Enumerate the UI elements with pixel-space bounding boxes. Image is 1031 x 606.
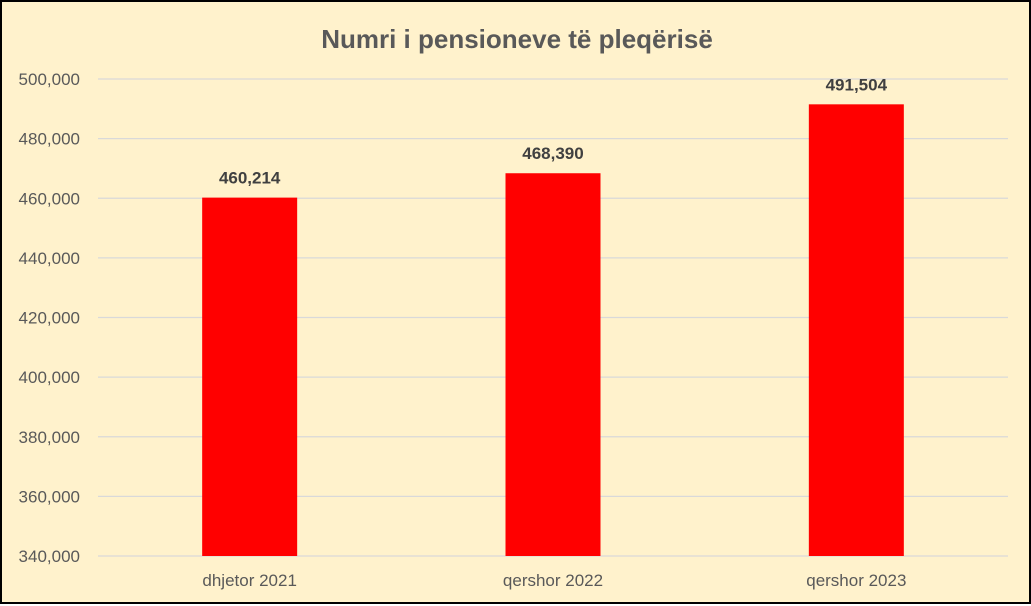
category-label: qershor 2023 bbox=[806, 571, 906, 590]
y-tick-label: 480,000 bbox=[19, 130, 80, 149]
data-label: 491,504 bbox=[826, 75, 888, 94]
data-labels: 460,214 468,390 491,504 bbox=[219, 75, 888, 187]
category-label: dhjetor 2021 bbox=[202, 571, 297, 590]
y-tick-label: 420,000 bbox=[19, 309, 80, 328]
bar bbox=[505, 173, 601, 557]
category-label: qershor 2022 bbox=[503, 571, 603, 590]
data-label: 468,390 bbox=[522, 144, 583, 163]
y-tick-label: 340,000 bbox=[19, 547, 80, 566]
data-label: 460,214 bbox=[219, 169, 281, 188]
chart-title: Numri i pensioneve të pleqërisë bbox=[321, 24, 713, 54]
bars bbox=[202, 104, 904, 557]
y-tick-label: 400,000 bbox=[19, 368, 80, 387]
y-tick-label: 500,000 bbox=[19, 70, 80, 89]
bar bbox=[202, 197, 298, 557]
x-axis-category-labels: dhjetor 2021 qershor 2022 qershor 2023 bbox=[202, 571, 906, 590]
y-tick-label: 460,000 bbox=[19, 189, 80, 208]
bar bbox=[808, 104, 904, 556]
y-tick-label: 440,000 bbox=[19, 249, 80, 268]
y-axis-tick-labels: 340,000 360,000 380,000 400,000 420,000 440,0… bbox=[19, 70, 80, 566]
y-tick-label: 380,000 bbox=[19, 428, 80, 447]
y-tick-label: 360,000 bbox=[19, 487, 80, 506]
